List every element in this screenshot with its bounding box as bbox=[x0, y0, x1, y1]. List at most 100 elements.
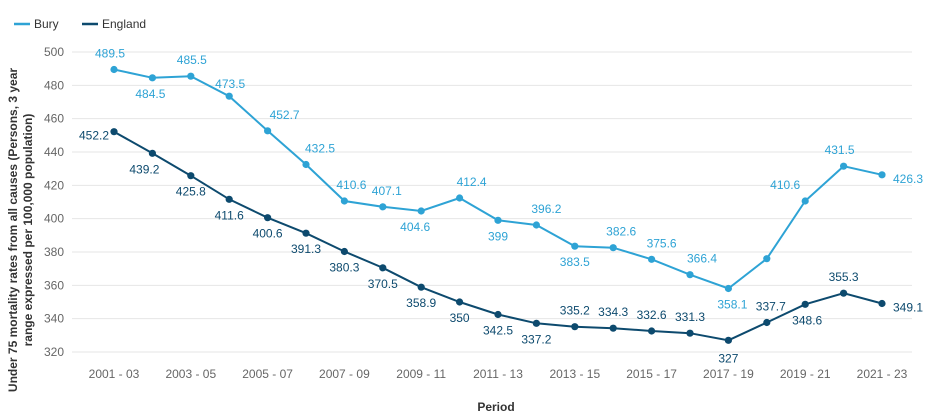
y-tick-label: 380 bbox=[44, 245, 64, 259]
data-label-bury: 366.4 bbox=[687, 252, 717, 266]
data-label-bury: 399 bbox=[488, 229, 508, 243]
data-label-england: 452.2 bbox=[79, 129, 109, 143]
data-point-england[interactable] bbox=[456, 298, 464, 306]
data-label-england: 358.9 bbox=[406, 296, 436, 310]
data-point-bury[interactable] bbox=[456, 194, 464, 202]
data-label-bury: 375.6 bbox=[647, 236, 677, 250]
x-tick-label: 2021 - 23 bbox=[857, 367, 908, 381]
series bbox=[110, 65, 886, 344]
axes: 320 340 360 380 400 420 440 460 480 500 2001 - 03 2… bbox=[44, 45, 908, 381]
data-labels: 489.5 484.5 485.5 473.5 452.7 432.5 410.6 407.1… bbox=[79, 47, 923, 366]
data-point-england[interactable] bbox=[686, 329, 694, 337]
x-tick-label: 2013 - 15 bbox=[549, 367, 600, 381]
data-label-bury: 431.5 bbox=[825, 143, 855, 157]
data-point-bury[interactable] bbox=[686, 271, 694, 279]
y-tick-label: 320 bbox=[44, 345, 64, 359]
data-label-england: 355.3 bbox=[829, 270, 859, 284]
data-label-bury: 489.5 bbox=[95, 47, 125, 61]
data-label-bury: 412.4 bbox=[457, 175, 487, 189]
data-point-england[interactable] bbox=[648, 327, 656, 335]
x-tick-label: 2015 - 17 bbox=[626, 367, 677, 381]
x-tick-label: 2009 - 11 bbox=[396, 367, 446, 381]
data-label-england: 370.5 bbox=[368, 277, 398, 291]
x-tick-label: 2005 - 07 bbox=[242, 367, 293, 381]
data-label-england: 334.3 bbox=[598, 305, 628, 319]
data-point-bury[interactable] bbox=[724, 284, 733, 293]
data-point-england[interactable] bbox=[187, 172, 195, 180]
data-point-england[interactable] bbox=[264, 214, 272, 222]
y-tick-label: 340 bbox=[44, 312, 64, 326]
data-point-england[interactable] bbox=[148, 149, 156, 157]
data-point-bury[interactable] bbox=[417, 207, 425, 215]
data-point-bury[interactable] bbox=[379, 203, 387, 211]
y-axis-title: Under 75 mortality rates from all causes… bbox=[6, 68, 35, 392]
y-tick-label: 420 bbox=[44, 178, 64, 192]
legend-label: Bury bbox=[34, 17, 59, 31]
data-label-england: 342.5 bbox=[483, 324, 513, 338]
data-label-bury: 426.3 bbox=[893, 172, 923, 186]
data-point-england[interactable] bbox=[110, 128, 118, 136]
data-point-england[interactable] bbox=[571, 323, 579, 331]
data-point-england[interactable] bbox=[340, 247, 348, 256]
data-point-bury[interactable] bbox=[801, 197, 809, 205]
data-point-bury[interactable] bbox=[878, 171, 886, 179]
y-axis-title-line: range expressed per 100,000 population) bbox=[21, 114, 35, 347]
legend-label: England bbox=[102, 17, 146, 31]
data-point-england[interactable] bbox=[494, 310, 502, 319]
data-label-bury: 383.5 bbox=[560, 255, 590, 269]
data-point-bury[interactable] bbox=[302, 160, 310, 169]
data-point-bury[interactable] bbox=[494, 216, 502, 224]
data-label-england: 411.6 bbox=[215, 208, 244, 222]
data-point-england[interactable] bbox=[225, 195, 233, 203]
data-point-england[interactable] bbox=[379, 264, 387, 272]
data-point-bury[interactable] bbox=[264, 127, 272, 135]
data-label-bury: 484.5 bbox=[135, 87, 165, 101]
data-point-england[interactable] bbox=[801, 300, 809, 308]
data-point-england[interactable] bbox=[532, 319, 541, 327]
data-point-bury[interactable] bbox=[532, 221, 541, 229]
data-label-bury: 358.1 bbox=[717, 298, 747, 312]
y-tick-label: 440 bbox=[44, 145, 64, 159]
data-point-england[interactable] bbox=[302, 229, 310, 237]
data-label-england: 391.3 bbox=[291, 242, 321, 256]
data-point-bury[interactable] bbox=[148, 74, 156, 82]
data-label-bury: 407.1 bbox=[372, 184, 402, 198]
data-label-england: 425.8 bbox=[176, 185, 206, 199]
data-label-bury: 410.6 bbox=[336, 178, 366, 192]
x-tick-label: 2011 - 13 bbox=[473, 367, 523, 381]
y-tick-label: 400 bbox=[44, 212, 64, 226]
data-point-bury[interactable] bbox=[110, 65, 118, 74]
legend-item-bury[interactable]: Bury bbox=[14, 17, 59, 31]
legend-item-england[interactable]: England bbox=[82, 17, 146, 31]
legend[interactable]: Bury England bbox=[14, 17, 146, 31]
data-point-bury[interactable] bbox=[648, 255, 656, 263]
data-point-england[interactable] bbox=[878, 299, 886, 308]
data-point-england[interactable] bbox=[840, 289, 848, 297]
data-point-england[interactable] bbox=[724, 336, 733, 344]
data-label-bury: 432.5 bbox=[305, 142, 335, 156]
data-label-england: 400.6 bbox=[253, 227, 283, 241]
data-label-england: 337.7 bbox=[756, 300, 786, 314]
data-point-bury[interactable] bbox=[609, 244, 617, 252]
data-point-bury[interactable] bbox=[571, 242, 579, 250]
data-label-england: 380.3 bbox=[329, 261, 359, 275]
data-label-bury: 410.6 bbox=[770, 178, 800, 192]
grid bbox=[72, 51, 912, 353]
data-point-bury[interactable] bbox=[763, 255, 771, 263]
data-point-england[interactable] bbox=[417, 283, 425, 291]
data-label-england: 332.6 bbox=[637, 308, 667, 322]
data-point-bury[interactable] bbox=[340, 197, 348, 205]
data-label-bury: 485.5 bbox=[177, 53, 207, 67]
x-tick-label: 2019 - 21 bbox=[780, 367, 831, 381]
data-label-bury: 473.5 bbox=[215, 77, 245, 91]
data-point-england[interactable] bbox=[609, 324, 617, 332]
data-point-bury[interactable] bbox=[225, 92, 233, 100]
y-tick-label: 480 bbox=[44, 78, 64, 92]
data-label-bury: 396.2 bbox=[531, 202, 561, 216]
data-point-england[interactable] bbox=[763, 318, 771, 327]
x-axis-title: Period bbox=[477, 400, 514, 414]
data-point-bury[interactable] bbox=[187, 72, 195, 80]
data-point-bury[interactable] bbox=[840, 162, 848, 170]
